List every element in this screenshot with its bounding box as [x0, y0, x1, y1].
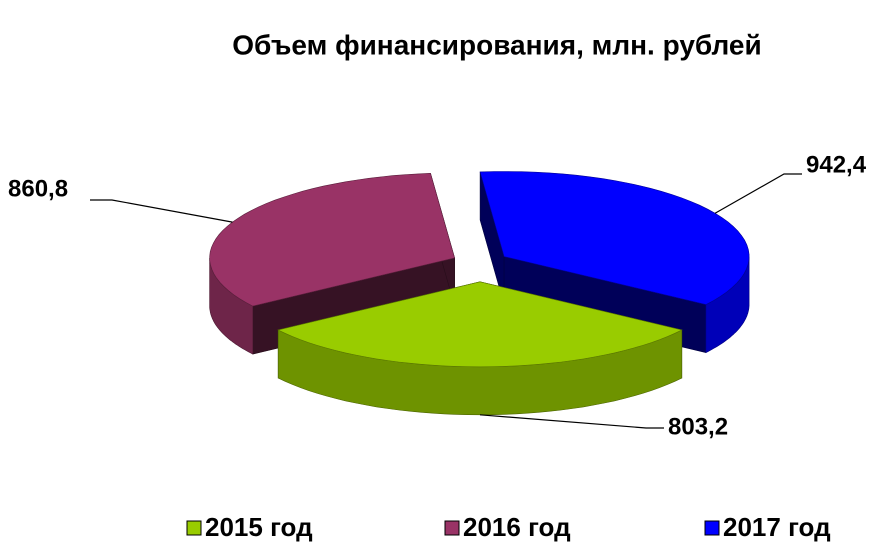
leader-line [479, 414, 664, 429]
slice-top [277, 281, 683, 368]
data-label: 860,8 [8, 175, 68, 202]
legend-label: 2015 год [205, 512, 313, 542]
leader-line [714, 173, 802, 214]
legend-label: 2016 год [463, 512, 571, 542]
data-label: 942,4 [806, 151, 867, 178]
slice-top [479, 171, 750, 305]
leader-line [90, 199, 233, 223]
legend-swatch [186, 520, 202, 536]
legend-swatch [704, 520, 720, 536]
pie-slice [277, 281, 683, 416]
legend-swatch [444, 520, 460, 536]
chart-title: Объем финансирования, млн. рублей [232, 29, 761, 60]
legend-label: 2017 год [723, 512, 831, 542]
pie-slice [479, 171, 750, 354]
data-label: 803,2 [668, 413, 728, 440]
